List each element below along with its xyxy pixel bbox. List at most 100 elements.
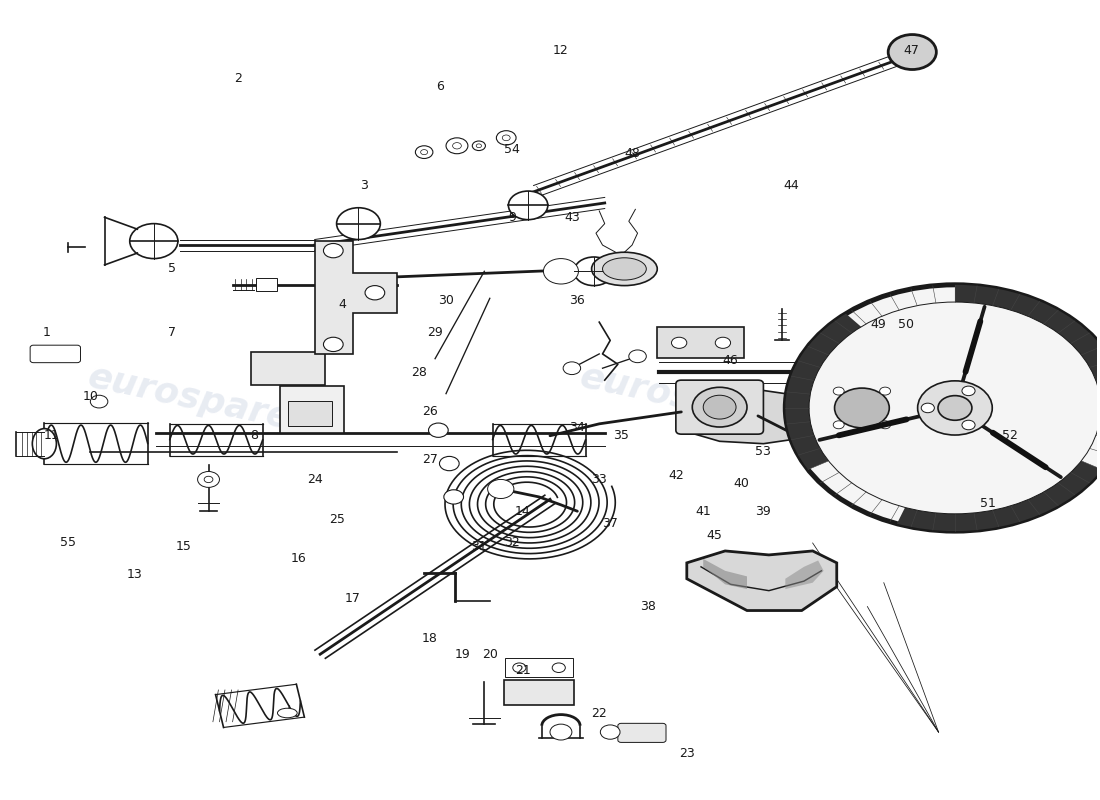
Wedge shape xyxy=(785,314,861,470)
FancyBboxPatch shape xyxy=(279,386,344,434)
Circle shape xyxy=(961,420,975,430)
Circle shape xyxy=(337,208,381,239)
Text: 46: 46 xyxy=(723,354,738,366)
Text: 20: 20 xyxy=(482,648,497,661)
Text: 52: 52 xyxy=(1002,430,1018,442)
Polygon shape xyxy=(785,561,824,589)
Text: 7: 7 xyxy=(168,326,176,339)
Circle shape xyxy=(323,338,343,351)
Text: 39: 39 xyxy=(756,505,771,518)
Text: 45: 45 xyxy=(706,529,722,542)
Text: 32: 32 xyxy=(504,537,519,550)
Circle shape xyxy=(888,34,936,70)
Text: 1: 1 xyxy=(43,326,51,339)
Text: 22: 22 xyxy=(592,707,607,720)
Ellipse shape xyxy=(32,429,56,458)
Text: 15: 15 xyxy=(175,541,191,554)
Circle shape xyxy=(880,421,891,429)
Text: 42: 42 xyxy=(668,469,684,482)
Text: 13: 13 xyxy=(126,568,142,582)
Text: 27: 27 xyxy=(421,453,438,466)
Text: 5: 5 xyxy=(168,262,176,275)
Text: 23: 23 xyxy=(679,747,695,760)
Text: 54: 54 xyxy=(504,143,519,156)
Circle shape xyxy=(205,476,213,482)
FancyBboxPatch shape xyxy=(618,723,666,742)
Circle shape xyxy=(938,396,972,420)
Ellipse shape xyxy=(277,708,297,718)
Circle shape xyxy=(198,471,220,487)
Text: 34: 34 xyxy=(570,422,585,434)
Circle shape xyxy=(443,490,463,504)
Text: 40: 40 xyxy=(734,477,749,490)
Text: 29: 29 xyxy=(427,326,443,339)
Text: 31: 31 xyxy=(471,541,486,554)
Text: 28: 28 xyxy=(410,366,427,378)
Circle shape xyxy=(513,663,526,673)
Circle shape xyxy=(917,381,992,435)
FancyBboxPatch shape xyxy=(675,380,763,434)
Text: 30: 30 xyxy=(438,294,454,307)
Text: 2: 2 xyxy=(234,72,242,85)
FancyBboxPatch shape xyxy=(255,278,277,291)
Text: 51: 51 xyxy=(980,497,996,510)
Circle shape xyxy=(550,724,572,740)
FancyBboxPatch shape xyxy=(251,351,324,385)
Circle shape xyxy=(629,350,647,362)
Text: 17: 17 xyxy=(345,592,361,605)
Text: 14: 14 xyxy=(515,505,530,518)
Text: 49: 49 xyxy=(870,318,887,331)
FancyBboxPatch shape xyxy=(658,327,744,358)
Polygon shape xyxy=(315,241,397,354)
Text: eurospares: eurospares xyxy=(85,360,315,440)
Text: 21: 21 xyxy=(515,664,530,677)
Text: 16: 16 xyxy=(290,552,306,566)
Text: 44: 44 xyxy=(783,179,799,192)
Text: 6: 6 xyxy=(437,80,444,93)
Circle shape xyxy=(452,142,461,149)
Circle shape xyxy=(880,387,891,395)
Circle shape xyxy=(821,378,903,438)
Text: 11: 11 xyxy=(44,430,59,442)
Circle shape xyxy=(601,725,620,739)
Circle shape xyxy=(476,144,482,148)
Circle shape xyxy=(440,457,459,470)
Text: 33: 33 xyxy=(592,473,607,486)
Polygon shape xyxy=(703,559,747,589)
FancyBboxPatch shape xyxy=(288,401,332,426)
Text: 12: 12 xyxy=(553,44,569,57)
Text: 4: 4 xyxy=(338,298,346,311)
Circle shape xyxy=(472,141,485,150)
Wedge shape xyxy=(896,461,1100,531)
Circle shape xyxy=(130,224,178,258)
Circle shape xyxy=(487,479,514,498)
Circle shape xyxy=(365,286,385,300)
Circle shape xyxy=(703,395,736,419)
Circle shape xyxy=(692,387,747,427)
Circle shape xyxy=(90,395,108,408)
Text: 9: 9 xyxy=(508,210,516,224)
Circle shape xyxy=(508,191,548,220)
Text: 38: 38 xyxy=(640,600,657,613)
Text: 36: 36 xyxy=(570,294,585,307)
Circle shape xyxy=(833,421,844,429)
Circle shape xyxy=(496,130,516,145)
Circle shape xyxy=(715,338,730,348)
Ellipse shape xyxy=(592,252,658,286)
Circle shape xyxy=(574,257,614,286)
Circle shape xyxy=(552,663,565,673)
Circle shape xyxy=(961,386,975,396)
Text: 24: 24 xyxy=(307,473,322,486)
Circle shape xyxy=(429,423,448,438)
Circle shape xyxy=(323,243,343,258)
Circle shape xyxy=(543,258,579,284)
Text: 19: 19 xyxy=(454,648,471,661)
FancyBboxPatch shape xyxy=(504,680,574,705)
Text: 53: 53 xyxy=(756,445,771,458)
Wedge shape xyxy=(955,285,1100,390)
Circle shape xyxy=(446,138,468,154)
Text: 47: 47 xyxy=(903,44,920,57)
Text: 3: 3 xyxy=(360,179,367,192)
Text: 50: 50 xyxy=(898,318,914,331)
Text: 55: 55 xyxy=(60,537,76,550)
